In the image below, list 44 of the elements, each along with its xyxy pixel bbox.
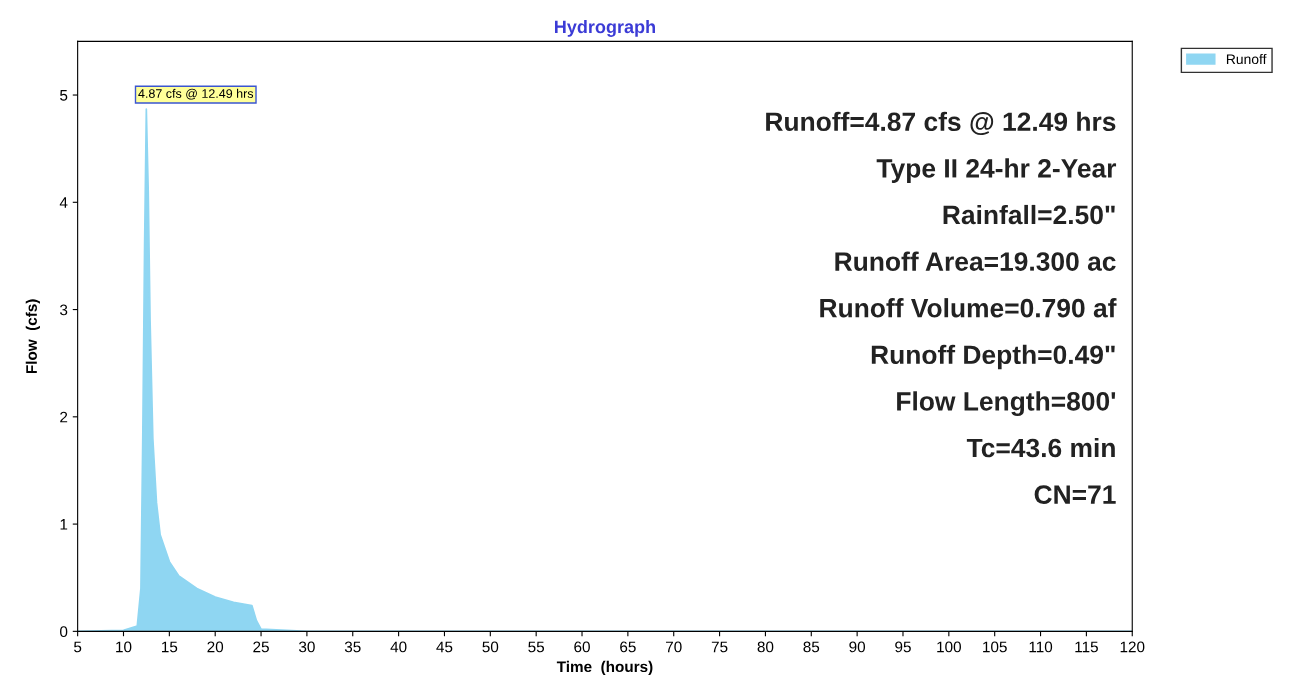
x-tick-label: 5: [74, 641, 82, 653]
annotation: Rainfall=2.50": [943, 204, 1115, 225]
x-tick-label: 115: [1075, 641, 1098, 653]
x-tick-label: 10: [116, 641, 132, 653]
y-tick-label: 5: [60, 90, 68, 101]
y-tick-label: 3: [60, 304, 68, 316]
x-axis-title: Time (hours): [556, 660, 653, 676]
x-tick-label: 70: [666, 641, 682, 653]
annotation: Type II 24-hr 2-Year: [876, 158, 1117, 183]
y-axis-title: Flow (cfs): [25, 299, 40, 374]
x-tick-label: 20: [207, 641, 224, 653]
annotation: Runoff Volume=0.790 af: [820, 298, 1117, 318]
x-tick-label: 40: [390, 641, 407, 653]
x-tick-label: 105: [983, 641, 1007, 653]
y-tick-label: 2: [60, 411, 68, 423]
x-tick-label: 80: [757, 641, 774, 653]
x-tick-label: 95: [895, 641, 911, 653]
legend-label: Runoff: [1226, 53, 1267, 65]
x-tick-label: 30: [298, 641, 315, 653]
annotation: Runoff Depth=0.49": [871, 344, 1115, 370]
annotation: 4.87 cfs @ 12.49 hrs: [138, 88, 254, 100]
annotation: Flow Length=800': [897, 391, 1116, 416]
x-tick-label: 75: [711, 641, 728, 653]
x-tick-label: 15: [162, 641, 178, 653]
x-tick-label: 120: [1120, 641, 1145, 653]
x-tick-label: 55: [528, 641, 545, 653]
x-tick-label: 25: [253, 641, 269, 653]
annotation: Runoff Area=19.300 ac: [835, 251, 1116, 271]
annotation: Runoff=4.87 cfs @ 12.49 hrs: [766, 111, 1116, 135]
y-tick-label: 0: [60, 626, 68, 638]
x-tick-label: 50: [482, 641, 499, 653]
x-tick-label: 35: [344, 641, 361, 653]
annotation: Tc=43.6 min: [966, 437, 1115, 458]
x-tick-label: 65: [620, 641, 636, 653]
y-tick-label: 1: [60, 519, 68, 530]
chart-title: Hydrograph: [554, 19, 655, 37]
y-tick-label: 4: [59, 197, 68, 208]
x-tick-label: 45: [436, 641, 453, 653]
x-tick-label: 100: [937, 641, 961, 653]
x-tick-label: 90: [849, 641, 866, 653]
x-tick-label: 85: [803, 641, 820, 653]
x-tick-label: 110: [1029, 641, 1053, 653]
annotation: CN=71: [1034, 485, 1116, 504]
x-tick-label: 60: [574, 641, 590, 653]
